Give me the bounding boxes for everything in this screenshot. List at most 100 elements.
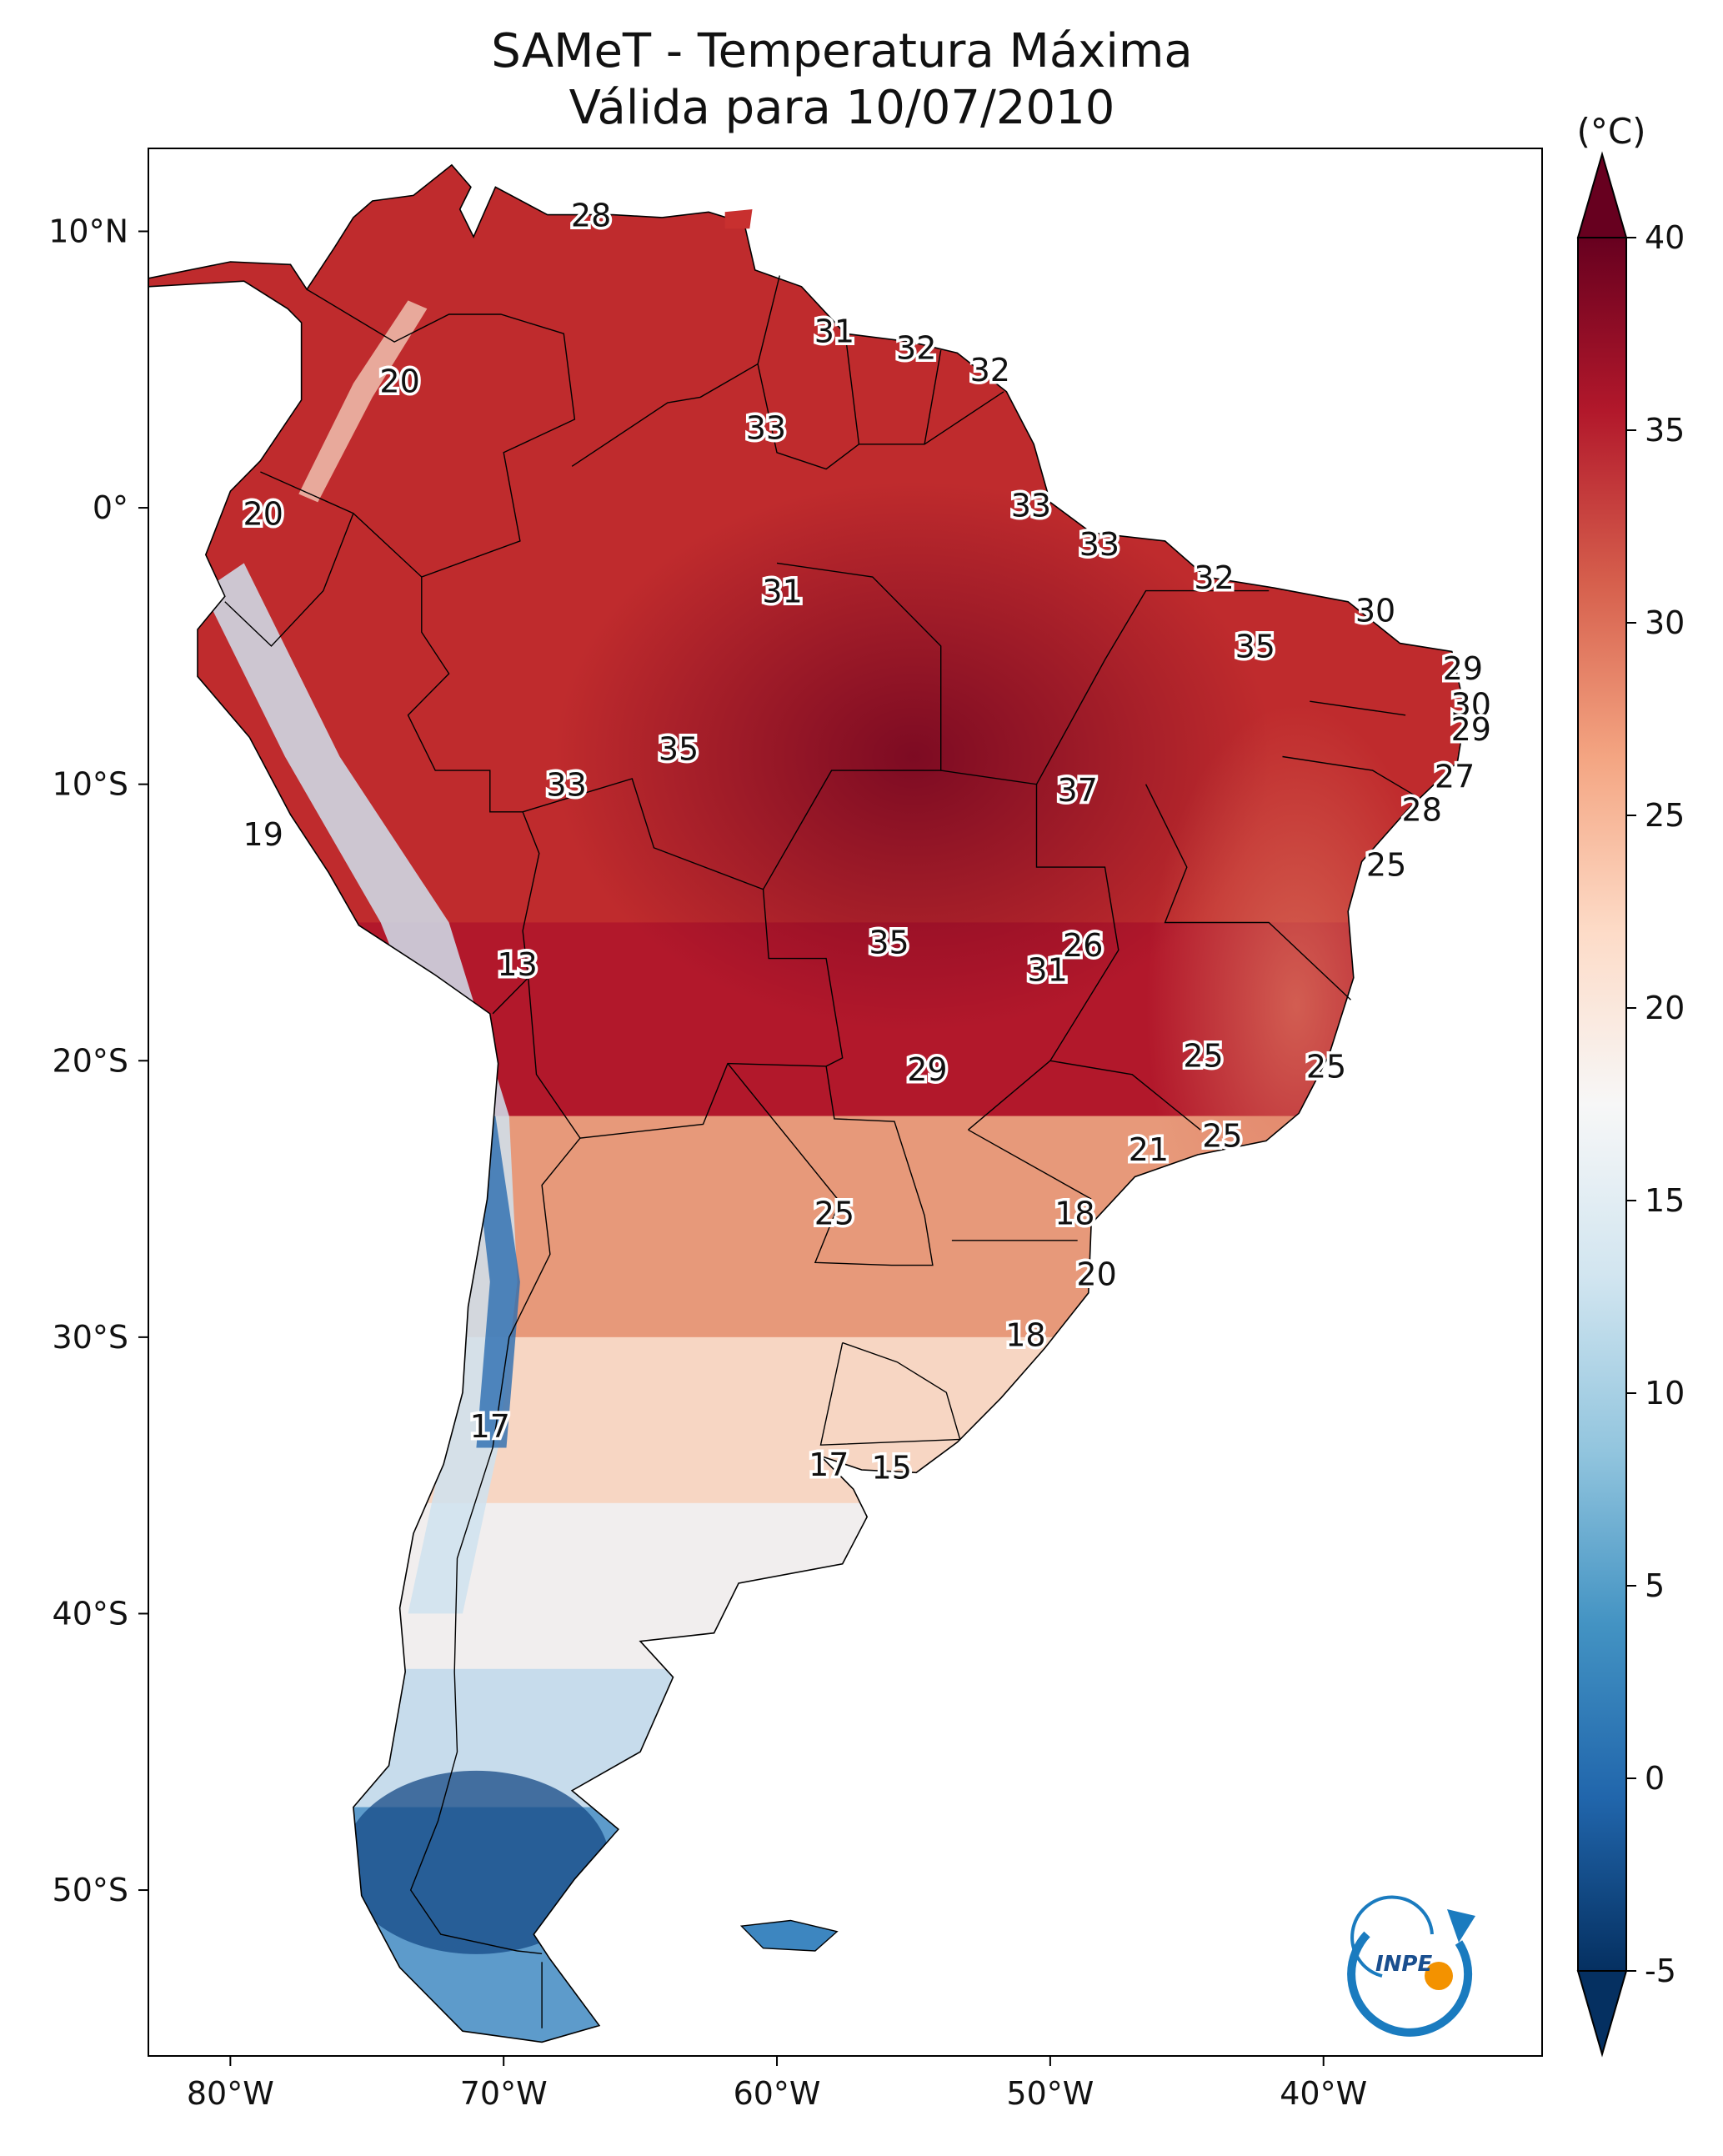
border-line xyxy=(924,349,942,444)
temperature-label: 18 xyxy=(1054,1196,1094,1232)
coastline xyxy=(148,163,1467,2043)
colorbar-tick-label: 35 xyxy=(1645,412,1685,449)
temperature-label: 35 xyxy=(869,925,909,961)
longitude-ticks: 80°W 70°W 60°W 50°W 40°W xyxy=(187,2056,1367,2112)
temperature-label: 29 xyxy=(907,1051,947,1088)
colorbar-max-extend xyxy=(1576,151,1628,238)
temperature-label: 17 xyxy=(470,1408,510,1445)
logo-arc xyxy=(1347,1931,1473,2037)
map-subtitle: Válida para 10/07/2010 xyxy=(569,81,1115,135)
colorbar-tick-label: -5 xyxy=(1645,1953,1676,1989)
temperature-label: 33 xyxy=(1079,526,1119,563)
colorbar-tick-label: 10 xyxy=(1645,1375,1685,1411)
border-line xyxy=(727,1063,934,1266)
border-line xyxy=(819,1341,961,1446)
colorbar-tick-label: 0 xyxy=(1645,1760,1665,1797)
temperature-label: 33 xyxy=(1011,488,1051,524)
trinidad-island xyxy=(724,209,753,229)
temperature-label: 25 xyxy=(1306,1049,1346,1086)
lon-tick-label: 80°W xyxy=(187,2075,274,2112)
lon-tick-label: 70°W xyxy=(460,2075,548,2112)
temperature-label: 25 xyxy=(814,1196,854,1232)
temperature-label: 35 xyxy=(1235,629,1275,665)
colorbar-tick-label: 15 xyxy=(1645,1182,1685,1219)
border-line xyxy=(571,275,780,467)
inpe-logo: INPE xyxy=(1347,1895,1475,2037)
border-line xyxy=(1049,1060,1201,1131)
temperature-label: 32 xyxy=(896,330,936,367)
temperature-label: 35 xyxy=(659,730,699,767)
latitude-ticks: 10°N 0° 10°S 20°S 30°S 40°S 50°S xyxy=(48,213,148,1908)
temperature-label: 30 xyxy=(1451,686,1491,723)
temperature-label: 28 xyxy=(571,197,611,233)
temperature-label: 32 xyxy=(970,352,1010,389)
border-line xyxy=(757,364,1004,470)
temperature-label: 25 xyxy=(1202,1118,1242,1155)
logo-inner-arc xyxy=(1350,1895,1434,1978)
lat-tick-label: 50°S xyxy=(53,1872,128,1908)
temperature-label: 31 xyxy=(1027,952,1067,989)
temperature-label: 37 xyxy=(1058,772,1098,809)
map-title: SAMeT - Temperatura Máxima xyxy=(491,24,1193,78)
colorbar-tick-label: 40 xyxy=(1645,219,1685,256)
temperature-label: 33 xyxy=(746,410,786,447)
logo-dot xyxy=(1425,1962,1453,1990)
colorbar-tick-label: 5 xyxy=(1645,1567,1665,1604)
temperature-label: 31 xyxy=(762,573,802,609)
temperature-label: 20 xyxy=(243,496,283,533)
temperature-label: 25 xyxy=(1366,847,1406,884)
border-line xyxy=(407,577,540,1015)
colorbar-tick-label: 30 xyxy=(1645,604,1685,641)
islands xyxy=(724,209,839,1952)
temperature-label: 32 xyxy=(1194,559,1234,596)
logo-arrow-icon xyxy=(1447,1909,1475,1943)
colorbar-ticks: 40 35 30 25 20 15 10 5 0 -5 xyxy=(1626,219,1685,1989)
temperature-label: 19 xyxy=(243,816,283,853)
temperature-label: 29 xyxy=(1443,650,1483,687)
border-line xyxy=(1035,589,1270,785)
lat-tick-label: 40°S xyxy=(53,1595,128,1632)
temperature-label: 25 xyxy=(1183,1037,1223,1074)
colorbar-scale xyxy=(1577,237,1627,1972)
lat-tick-label: 30°S xyxy=(53,1319,128,1356)
colorbar-unit: (°C) xyxy=(1576,111,1645,152)
temperature-label: 17 xyxy=(809,1447,849,1483)
border-line xyxy=(1310,700,1406,716)
logo-text: INPE xyxy=(1375,1952,1432,1977)
border-line xyxy=(224,513,354,647)
temperature-label: 18 xyxy=(1005,1316,1045,1353)
temperature-label: 27 xyxy=(1435,759,1475,795)
temperature-label: 21 xyxy=(1129,1131,1169,1168)
temperature-label: 28 xyxy=(1402,791,1442,828)
colorbar-min-extend xyxy=(1576,1970,1628,2058)
temperature-label: 26 xyxy=(1063,927,1103,964)
temperature-field xyxy=(148,164,1466,2043)
temperature-label: 33 xyxy=(546,767,586,804)
temperature-label: 31 xyxy=(814,313,854,350)
lon-tick-label: 60°W xyxy=(734,2075,821,2112)
temperature-label: 13 xyxy=(497,946,537,983)
falkland-islands xyxy=(739,1919,839,1952)
colorbar: (°C) 40 35 30 25 20 15 10 5 0 -5 xyxy=(1576,111,1685,2058)
border-line xyxy=(844,333,860,444)
border-line xyxy=(968,1129,1092,1200)
temperature-label: 20 xyxy=(1076,1256,1116,1292)
temperature-label: 20 xyxy=(379,363,419,399)
border-line xyxy=(409,1137,581,1954)
border-line xyxy=(762,562,942,890)
lat-tick-label: 20°S xyxy=(53,1042,128,1079)
border-line xyxy=(1282,755,1420,799)
temperature-label: 30 xyxy=(1355,593,1395,629)
border-line xyxy=(1144,784,1351,1000)
lon-tick-label: 40°W xyxy=(1280,2075,1367,2112)
border-line xyxy=(260,288,576,578)
temperature-label: 15 xyxy=(872,1450,912,1487)
colorbar-tick-label: 20 xyxy=(1645,990,1685,1026)
map-frame xyxy=(148,148,1543,2057)
lat-tick-label: 10°S xyxy=(53,766,128,803)
lat-tick-label: 0° xyxy=(93,489,128,526)
country-borders xyxy=(224,275,1420,2028)
